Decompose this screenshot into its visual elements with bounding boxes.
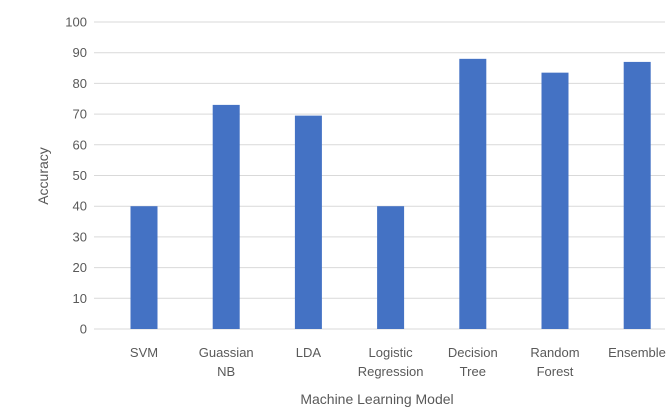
bar — [623, 61, 651, 329]
y-tick-label: 70 — [73, 107, 87, 122]
bar — [541, 72, 569, 329]
y-axis-tick-labels: 0 10 20 30 40 50 60 70 80 90 100 — [65, 15, 87, 337]
y-tick-label: 30 — [73, 229, 87, 244]
bar — [130, 206, 158, 329]
y-tick-label: 100 — [65, 15, 87, 30]
x-tick-label: Ensemble — [608, 345, 666, 360]
bars — [130, 58, 651, 330]
y-tick-label: 40 — [73, 199, 87, 214]
y-tick-label: 0 — [80, 322, 87, 337]
x-tick-label: Decision Tree — [448, 345, 498, 379]
x-tick-label: Random Forest — [530, 345, 579, 379]
x-tick-label: Logistic Regression — [358, 345, 424, 379]
x-tick-label: Guassian NB — [199, 345, 254, 379]
x-tick-label: LDA — [296, 345, 322, 360]
y-tick-label: 90 — [73, 45, 87, 60]
x-axis-label: Machine Learning Model — [300, 391, 453, 407]
bar — [459, 58, 487, 330]
y-axis-label: Accuracy — [35, 147, 51, 205]
y-tick-label: 10 — [73, 291, 87, 306]
y-tick-label: 20 — [73, 260, 87, 275]
y-tick-label: 80 — [73, 76, 87, 91]
bar — [294, 115, 322, 329]
y-tick-label: 50 — [73, 168, 87, 183]
bar — [212, 104, 240, 329]
y-tick-label: 60 — [73, 137, 87, 152]
x-tick-label: SVM — [130, 345, 158, 360]
bar — [377, 206, 405, 329]
x-axis-tick-labels: SVM Guassian NB LDA Logistic Regression Decisi… — [130, 345, 666, 379]
